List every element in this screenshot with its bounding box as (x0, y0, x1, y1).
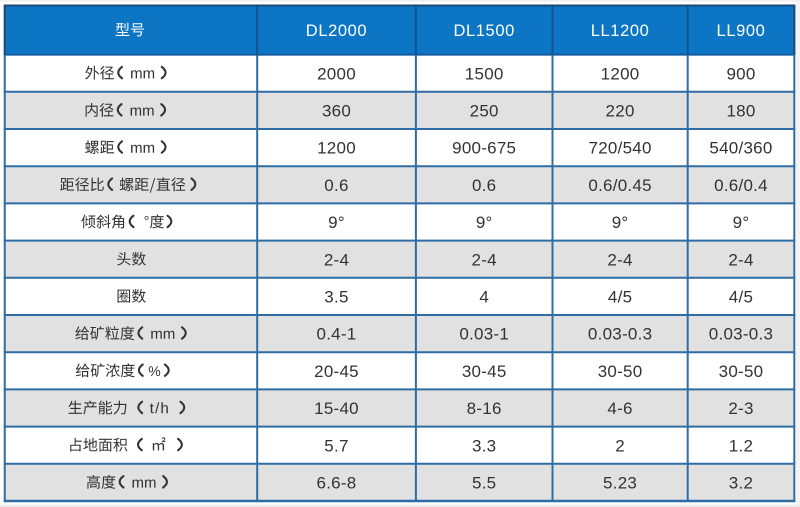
svg-text:6.6-8: 6.6-8 (317, 474, 357, 493)
svg-text:2-4: 2-4 (607, 250, 632, 269)
svg-text:2-4: 2-4 (728, 250, 753, 269)
svg-text:3.5: 3.5 (324, 288, 348, 307)
svg-text:0.6/0.4: 0.6/0.4 (714, 176, 768, 195)
svg-text:0.03-1: 0.03-1 (459, 325, 509, 344)
svg-text:250: 250 (470, 102, 499, 121)
svg-text:0.6: 0.6 (324, 176, 348, 195)
svg-text:4/5: 4/5 (729, 288, 753, 307)
svg-text:720/540: 720/540 (588, 139, 651, 158)
svg-text:900-675: 900-675 (452, 139, 516, 158)
svg-text:LL900: LL900 (717, 22, 766, 40)
svg-text:1200: 1200 (601, 64, 640, 83)
svg-text:DL2000: DL2000 (306, 22, 367, 40)
svg-text:4-6: 4-6 (607, 399, 632, 418)
svg-text:1.2: 1.2 (729, 436, 753, 455)
svg-text:LL1200: LL1200 (591, 22, 650, 40)
svg-text:360: 360 (322, 102, 351, 121)
svg-text:30-50: 30-50 (598, 362, 643, 381)
svg-text:0.03-0.3: 0.03-0.3 (588, 325, 652, 344)
svg-text:5.5: 5.5 (472, 474, 496, 493)
svg-text:9°: 9° (612, 213, 629, 232)
svg-text:1500: 1500 (465, 64, 504, 83)
svg-text:2-3: 2-3 (728, 399, 753, 418)
svg-text:3.3: 3.3 (472, 436, 496, 455)
svg-text:9°: 9° (476, 213, 493, 232)
svg-text:0.6: 0.6 (472, 176, 496, 195)
svg-text:2-4: 2-4 (472, 250, 497, 269)
svg-text:5.7: 5.7 (324, 436, 348, 455)
svg-text:0.03-0.3: 0.03-0.3 (709, 325, 773, 344)
svg-text:9°: 9° (733, 213, 750, 232)
svg-text:DL1500: DL1500 (453, 22, 514, 40)
svg-text:0.4-1: 0.4-1 (317, 325, 357, 344)
svg-text:1200: 1200 (317, 139, 356, 158)
svg-text:2000: 2000 (317, 64, 356, 83)
svg-text:9°: 9° (328, 213, 345, 232)
svg-text:0.6/0.45: 0.6/0.45 (588, 176, 651, 195)
svg-text:20-45: 20-45 (314, 362, 359, 381)
svg-text:220: 220 (606, 102, 635, 121)
svg-text:8-16: 8-16 (467, 399, 502, 418)
svg-text:2: 2 (615, 436, 625, 455)
svg-text:15-40: 15-40 (314, 399, 359, 418)
svg-text:3.2: 3.2 (729, 474, 753, 493)
svg-text:900: 900 (726, 64, 755, 83)
svg-text:4/5: 4/5 (608, 288, 632, 307)
svg-text:540/360: 540/360 (709, 139, 772, 158)
svg-text:30-45: 30-45 (462, 362, 507, 381)
svg-text:30-50: 30-50 (719, 362, 764, 381)
svg-text:4: 4 (479, 288, 489, 307)
svg-text:180: 180 (726, 102, 755, 121)
svg-text:2-4: 2-4 (324, 250, 349, 269)
svg-text:5.23: 5.23 (603, 474, 637, 493)
